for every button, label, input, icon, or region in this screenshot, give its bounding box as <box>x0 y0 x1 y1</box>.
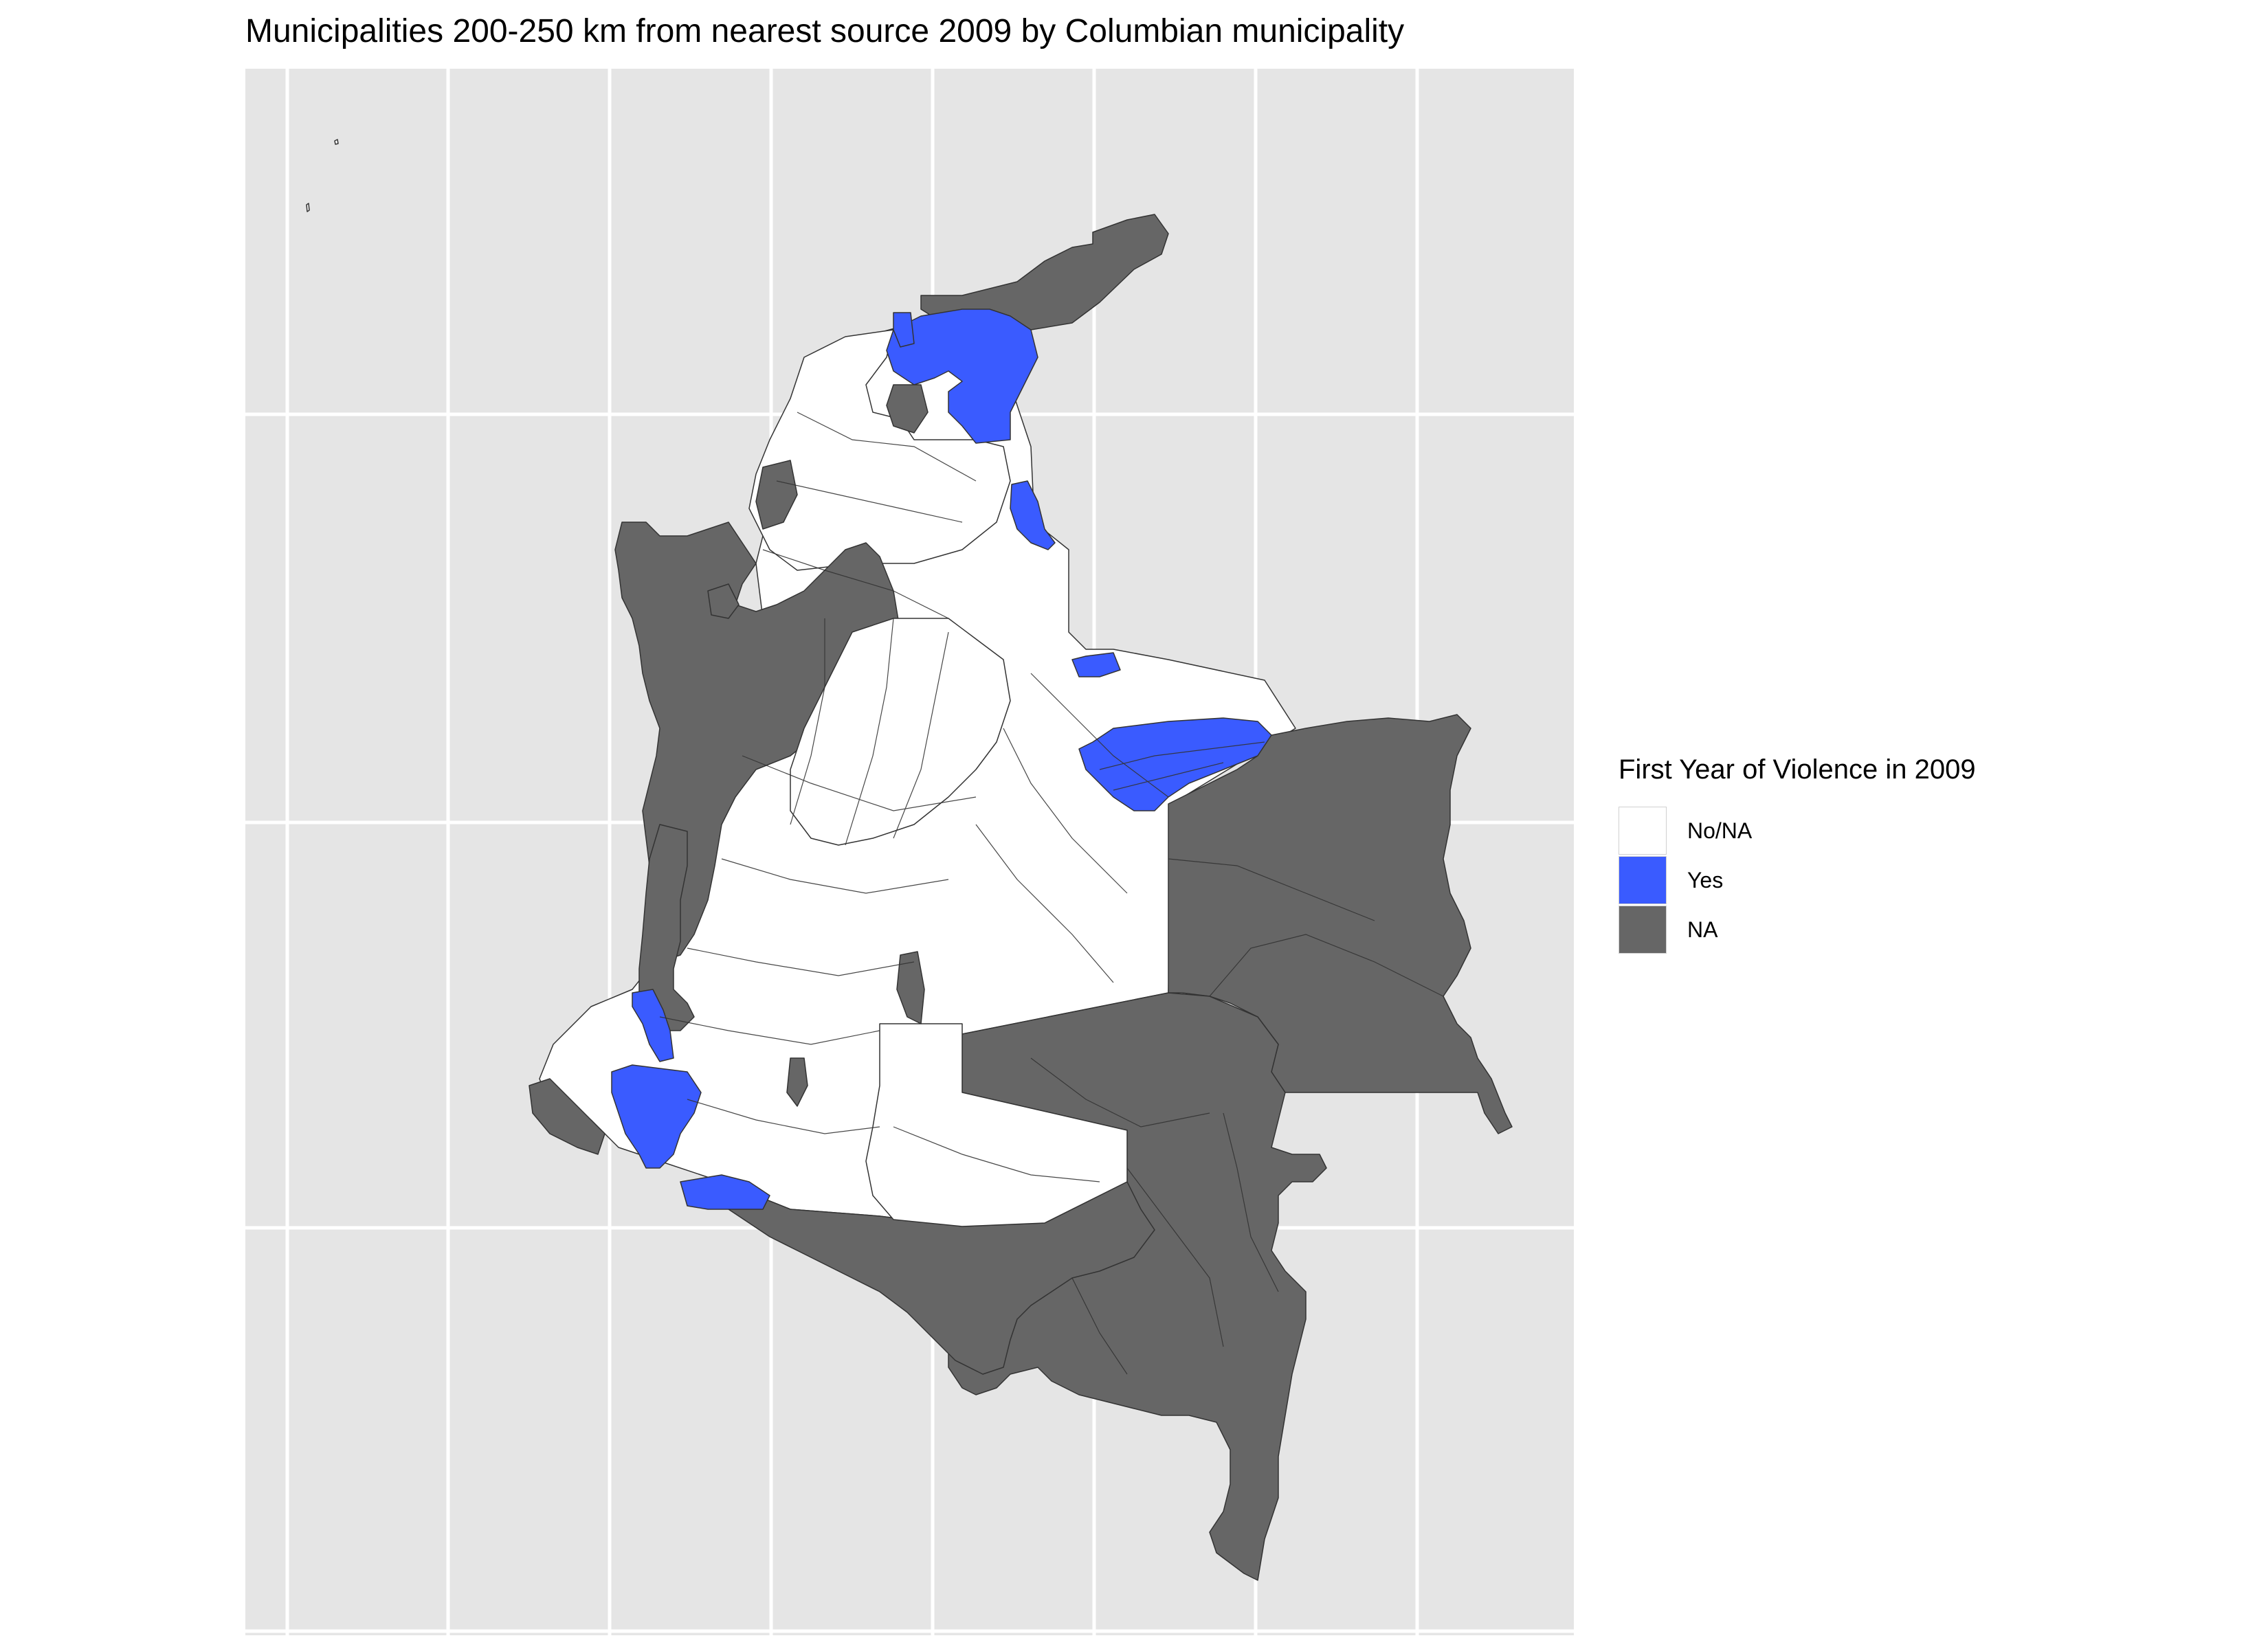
legend-item-no-na: No/NA <box>1619 806 1976 855</box>
region-yes-cesar <box>886 309 1038 444</box>
boundary-line <box>893 1126 1100 1182</box>
legend-swatch <box>1619 906 1667 954</box>
boundary-line <box>721 858 949 894</box>
municipal-boundaries <box>659 412 1444 1375</box>
boundary-line <box>1099 741 1265 770</box>
legend-swatch <box>1619 856 1667 904</box>
boundary-line <box>1113 762 1224 791</box>
boundary-line <box>687 1099 880 1134</box>
region-yes-putumayo <box>680 1174 770 1210</box>
region-no-na-caribbean <box>748 329 1011 571</box>
legend-item-yes: Yes <box>1619 855 1976 905</box>
boundary-line <box>1223 1112 1279 1292</box>
region-na-huila <box>786 1057 808 1107</box>
boundary-line <box>1126 1167 1224 1347</box>
region-yes-arauca-north <box>1071 652 1121 677</box>
boundary-line <box>687 947 915 976</box>
region-na-meta-interior <box>896 951 925 1024</box>
boundary-line <box>762 549 949 619</box>
legend-item-na: NA <box>1619 905 1976 954</box>
legend-label: Yes <box>1687 867 1724 893</box>
map-title: Municipalities 200-250 km from nearest s… <box>245 13 1405 49</box>
boundary-line <box>1071 1277 1128 1375</box>
region-yes-arauca <box>1078 717 1272 811</box>
legend-title: First Year of Violence in 2009 <box>1619 754 1976 785</box>
region-na-narino <box>529 1078 605 1155</box>
region-no-na-meta <box>865 1023 1128 1227</box>
boundary-line <box>797 412 977 482</box>
boundary-line <box>893 631 949 839</box>
region-na-sucre <box>707 583 740 619</box>
boundary-line <box>742 755 977 811</box>
region-na-pacific <box>638 824 695 1031</box>
region-yes-guajira-small <box>893 312 915 348</box>
boundary-line <box>1168 858 1375 921</box>
region-na-vichada <box>1168 714 1513 1134</box>
boundary-line <box>845 618 894 846</box>
island-san-andres <box>334 139 339 145</box>
island-providencia <box>306 203 310 212</box>
legend-label: NA <box>1687 917 1718 942</box>
boundary-line <box>776 480 963 523</box>
legend: First Year of Violence in 2009 No/NA Yes… <box>1619 754 1976 954</box>
municipalities <box>306 139 1513 1581</box>
boundary-line <box>1030 673 1169 798</box>
legend-label: No/NA <box>1687 818 1753 843</box>
boundary-line <box>975 824 1114 983</box>
region-no-na-andean <box>790 618 1011 846</box>
region-na-magdalena-medio <box>886 384 929 434</box>
region-yes-narino <box>611 1064 702 1169</box>
region-yes-cauca-coast <box>632 989 674 1062</box>
boundary-line <box>1209 934 1444 997</box>
boundary-line <box>659 1016 880 1045</box>
boundary-line <box>790 618 825 825</box>
boundary-line <box>1003 728 1128 894</box>
region-na-bolivar <box>755 460 798 530</box>
legend-swatch <box>1619 807 1667 855</box>
boundary-line <box>1030 1057 1210 1128</box>
region-yes-catatumbo <box>1010 480 1056 550</box>
